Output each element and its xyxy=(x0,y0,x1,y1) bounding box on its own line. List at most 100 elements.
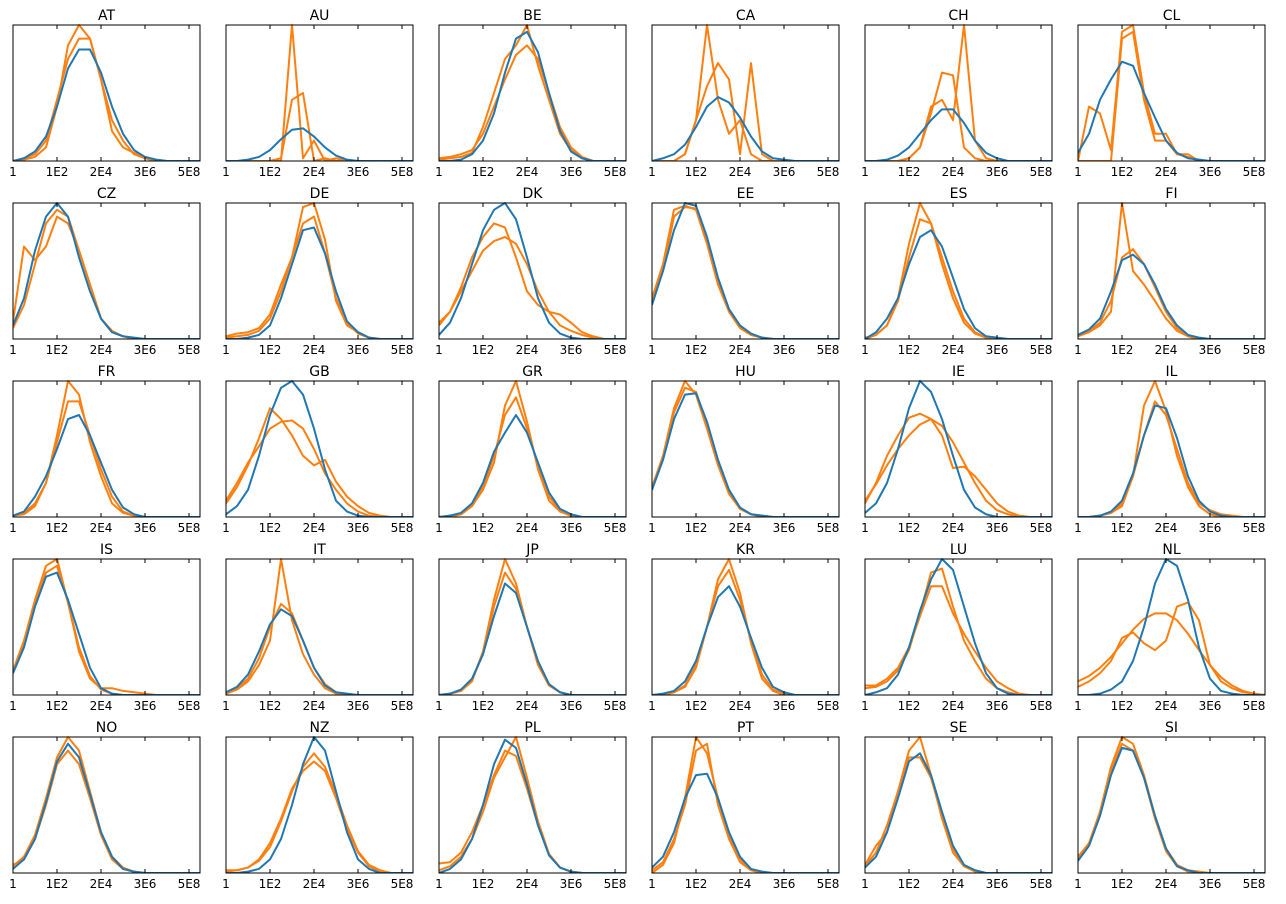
x-tick-label-cz-0: 1 xyxy=(9,343,17,357)
series-line-is-0 xyxy=(13,571,200,695)
x-tick-label-it-2: 2E4 xyxy=(303,699,326,713)
x-tick-label-fi-0: 1 xyxy=(1074,343,1082,357)
x-tick-label-it-0: 1 xyxy=(222,699,230,713)
x-tick-label-gb-2: 2E4 xyxy=(303,521,326,535)
panel-si: SI 1 1E2 2E4 3E6 5E8 xyxy=(1074,720,1266,891)
series-line-au-1 xyxy=(226,24,413,161)
series-line-si-1 xyxy=(1078,736,1265,873)
series-line-be-2 xyxy=(439,24,626,161)
axes-frame-nz xyxy=(225,736,414,874)
x-tick-label-hu-1: 1E2 xyxy=(685,521,708,535)
axes-frame-gb xyxy=(225,380,414,518)
x-tick-label-hu-4: 5E8 xyxy=(817,521,840,535)
panel-jp: JP 1 1E2 2E4 3E6 5E8 xyxy=(435,542,627,713)
series-line-dk-1 xyxy=(439,236,626,339)
panel-title-si: SI xyxy=(1165,720,1178,736)
panel-de: DE 1 1E2 2E4 3E6 5E8 xyxy=(222,186,414,357)
x-tick-label-fi-3: 3E6 xyxy=(1199,343,1222,357)
series-line-dk-2 xyxy=(439,222,626,339)
x-tick-label-jp-4: 5E8 xyxy=(604,699,627,713)
x-tick-label-nl-1: 1E2 xyxy=(1111,699,1134,713)
x-tick-label-de-4: 5E8 xyxy=(391,343,414,357)
series-line-de-2 xyxy=(226,215,413,339)
x-tick-label-be-2: 2E4 xyxy=(516,165,539,179)
x-tick-label-cz-1: 1E2 xyxy=(46,343,69,357)
series-line-cz-0 xyxy=(13,202,200,339)
series-line-ie-1 xyxy=(865,412,1052,517)
panel-ch: CH 1 1E2 2E4 3E6 5E8 xyxy=(861,8,1053,179)
series-line-nl-2 xyxy=(1078,612,1265,695)
x-tick-label-es-2: 2E4 xyxy=(942,343,965,357)
x-tick-label-ie-1: 1E2 xyxy=(898,521,921,535)
x-tick-label-se-4: 5E8 xyxy=(1030,877,1053,891)
axes-frame-au xyxy=(225,24,414,162)
series-line-se-2 xyxy=(865,756,1052,873)
panel-be: BE 1 1E2 2E4 3E6 5E8 xyxy=(435,8,627,179)
x-tick-label-lu-1: 1E2 xyxy=(898,699,921,713)
x-tick-label-nz-1: 1E2 xyxy=(259,877,282,891)
x-tick-label-jp-0: 1 xyxy=(435,699,443,713)
panel-au: AU 1 1E2 2E4 3E6 5E8 xyxy=(222,8,414,179)
x-tick-label-hu-0: 1 xyxy=(648,521,656,535)
series-line-kr-2 xyxy=(652,568,839,695)
x-tick-label-gr-0: 1 xyxy=(435,521,443,535)
x-tick-label-ee-3: 3E6 xyxy=(773,343,796,357)
series-line-ee-2 xyxy=(652,206,839,339)
series-line-cl-0 xyxy=(1078,60,1265,161)
panel-title-nl: NL xyxy=(1162,542,1180,558)
x-tick-label-au-2: 2E4 xyxy=(303,165,326,179)
panel-cl: CL 1 1E2 2E4 3E6 5E8 xyxy=(1074,8,1266,179)
series-line-is-2 xyxy=(13,564,200,695)
series-line-kr-0 xyxy=(652,585,839,695)
series-line-es-0 xyxy=(865,229,1052,339)
series-line-fi-1 xyxy=(1078,202,1265,339)
series-line-at-2 xyxy=(13,37,200,161)
series-line-lu-2 xyxy=(865,567,1052,695)
panel-fi: FI 1 1E2 2E4 3E6 5E8 xyxy=(1074,186,1266,357)
x-tick-label-jp-2: 2E4 xyxy=(516,699,539,713)
series-line-it-0 xyxy=(226,608,413,695)
x-tick-label-kr-1: 1E2 xyxy=(685,699,708,713)
x-tick-label-cz-2: 2E4 xyxy=(90,343,113,357)
series-line-jp-2 xyxy=(439,571,626,695)
x-tick-label-ee-2: 2E4 xyxy=(729,343,752,357)
x-tick-label-il-1: 1E2 xyxy=(1111,521,1134,535)
axes-frame-lu xyxy=(864,558,1053,696)
series-line-pl-1 xyxy=(439,749,626,873)
panel-pl: PL 1 1E2 2E4 3E6 5E8 xyxy=(435,720,627,891)
series-line-pl-0 xyxy=(439,738,626,873)
axes-frame-no xyxy=(12,736,201,874)
x-tick-label-gr-3: 3E6 xyxy=(560,521,583,535)
x-tick-label-se-1: 1E2 xyxy=(898,877,921,891)
x-tick-label-ca-1: 1E2 xyxy=(685,165,708,179)
series-line-gb-0 xyxy=(226,380,413,517)
panel-is: IS 1 1E2 2E4 3E6 5E8 xyxy=(9,542,201,713)
panel-title-es: ES xyxy=(950,186,968,202)
x-tick-label-pt-3: 3E6 xyxy=(773,877,796,891)
panel-hu: HU 1 1E2 2E4 3E6 5E8 xyxy=(648,364,840,535)
panel-cz: CZ 1 1E2 2E4 3E6 5E8 xyxy=(9,186,201,357)
x-tick-label-fr-3: 3E6 xyxy=(134,521,157,535)
x-tick-label-no-2: 2E4 xyxy=(90,877,113,891)
axes-frame-at xyxy=(12,24,201,162)
panel-no: NO 1 1E2 2E4 3E6 5E8 xyxy=(9,720,201,891)
x-tick-label-si-1: 1E2 xyxy=(1111,877,1134,891)
panel-at: AT 1 1E2 2E4 3E6 5E8 xyxy=(9,8,201,179)
x-tick-label-dk-3: 3E6 xyxy=(560,343,583,357)
x-tick-label-au-0: 1 xyxy=(222,165,230,179)
axes-frame-ch xyxy=(864,24,1053,162)
x-tick-label-lu-2: 2E4 xyxy=(942,699,965,713)
panel-title-de: DE xyxy=(310,186,330,202)
x-tick-label-fr-4: 5E8 xyxy=(178,521,201,535)
x-tick-label-il-3: 3E6 xyxy=(1199,521,1222,535)
x-tick-label-jp-3: 3E6 xyxy=(560,699,583,713)
axes-frame-ee xyxy=(651,202,840,340)
x-tick-label-jp-1: 1E2 xyxy=(472,699,495,713)
series-line-nl-1 xyxy=(1078,601,1265,695)
x-tick-label-no-0: 1 xyxy=(9,877,17,891)
series-line-hu-1 xyxy=(652,380,839,517)
x-tick-label-at-0: 1 xyxy=(9,165,17,179)
x-tick-label-gb-4: 5E8 xyxy=(391,521,414,535)
panel-title-at: AT xyxy=(98,8,115,24)
